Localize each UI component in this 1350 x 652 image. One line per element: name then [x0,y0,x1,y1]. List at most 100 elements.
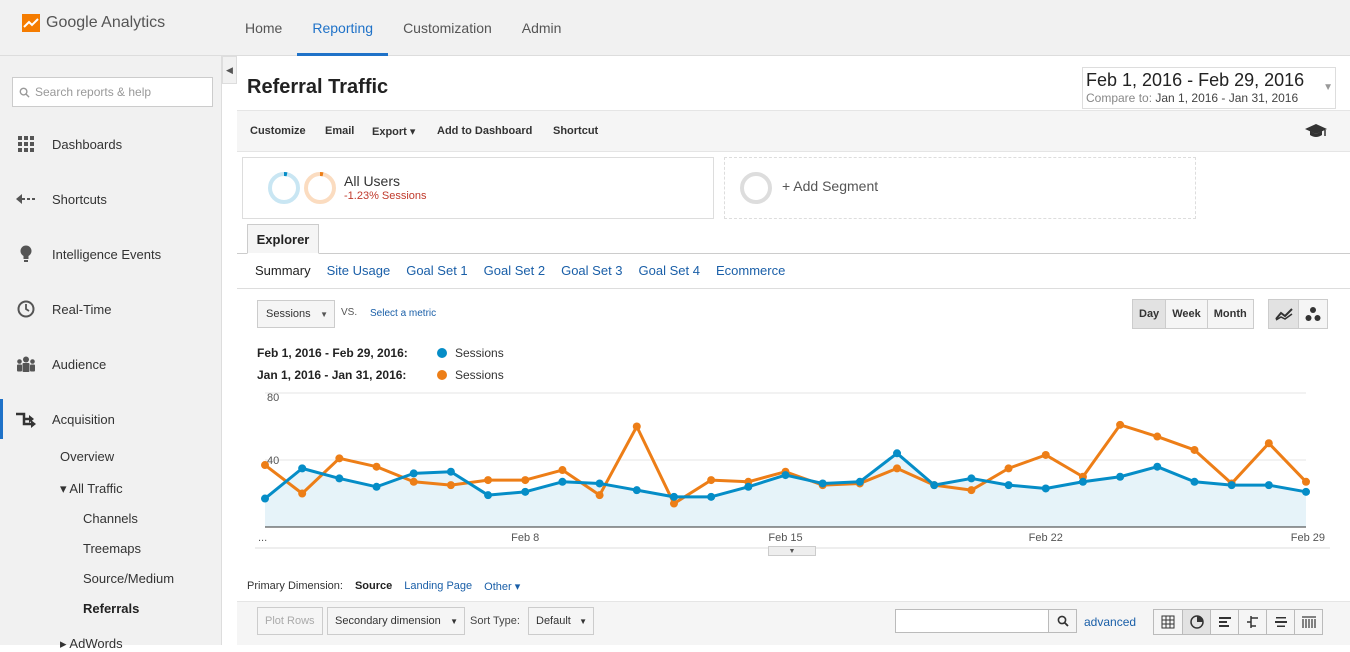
grid-icon [0,136,52,152]
table-view-term-cloud-icon[interactable] [1266,610,1294,634]
data-point [1041,450,1050,459]
data-point [707,492,716,501]
date-range-compare: Compare to: Jan 1, 2016 - Jan 31, 2016 [1086,91,1335,105]
sidebar-item-real-time[interactable]: Real-Time [0,289,222,329]
secondary-dimension-select[interactable]: Secondary dimension ▼ [327,607,465,635]
chevron-down-icon: ▼ [579,616,587,626]
tab-home[interactable]: Home [245,20,283,36]
sort-type-select[interactable]: Default ▼ [528,607,594,635]
people-icon [0,356,52,372]
data-point [707,476,716,485]
segment-all-users[interactable]: All Users -1.23% Sessions [242,157,714,219]
segment-change: -1.23% Sessions [344,190,427,202]
collapse-sidebar-button[interactable]: ◀ [222,56,237,84]
tab-explorer[interactable]: Explorer [247,224,319,254]
data-point [744,482,753,491]
sidebar-item-label: Real-Time [52,301,112,317]
data-point [855,477,864,486]
dimension-other[interactable]: Other ▾ [484,581,521,593]
search-icon [19,87,30,98]
legend-dot [437,370,447,380]
sidebar-sub-adwords[interactable]: ▸ AdWords [60,636,123,651]
tab-customization[interactable]: Customization [403,20,492,36]
search-button[interactable] [1048,610,1076,632]
graduation-cap-icon[interactable] [1305,123,1327,142]
search-input[interactable]: Search reports & help [12,77,213,107]
data-point [484,476,493,485]
table-view-pivot-icon[interactable] [1294,610,1322,634]
data-point [1227,481,1236,490]
metric-select[interactable]: Sessions ▼ [257,300,335,328]
tab-admin[interactable]: Admin [521,20,562,36]
subtab-site-usage[interactable]: Site Usage [326,263,391,278]
table-view-performance-icon[interactable] [1210,610,1238,634]
subtab-goal-set-4[interactable]: Goal Set 4 [638,263,700,278]
table-search [895,609,1077,633]
email-button[interactable]: Email [325,125,355,137]
sidebar-sub-treemaps[interactable]: Treemaps [83,541,142,556]
main-content: Referral Traffic Feb 1, 2016 - Feb 29, 2… [237,56,1350,645]
subtab-goal-set-2[interactable]: Goal Set 2 [483,263,546,278]
segment-placeholder-icon [740,172,772,204]
sidebar-sub-source-medium[interactable]: Source/Medium [83,571,175,586]
subtab-goal-set-1[interactable]: Goal Set 1 [406,263,468,278]
data-point [409,477,418,486]
add-segment-button[interactable]: + Add Segment [724,157,1196,219]
chevron-down-icon: ▼ [450,616,458,626]
app-name: Google Analytics [46,14,166,31]
subtab-goal-set-3[interactable]: Goal Set 3 [561,263,623,278]
sidebar-item-label: Intelligence Events [52,246,162,262]
google-analytics-logo[interactable]: Google Analytics [22,14,165,32]
sidebar-item-dashboards[interactable]: Dashboards [0,124,222,164]
table-search-input[interactable] [896,610,1048,632]
advanced-filter-link[interactable]: advanced [1084,615,1137,629]
data-point [893,464,902,473]
data-point [484,491,493,500]
plot-rows-button[interactable]: Plot Rows [257,607,323,635]
dimension-landing-page[interactable]: Landing Page [404,580,473,592]
data-point [1004,481,1013,490]
chart-collapse-toggle[interactable]: ▼ [768,546,816,556]
sidebar-item-audience[interactable]: Audience [0,344,222,384]
add-to-dashboard-button[interactable]: Add to Dashboard [437,125,533,137]
line-chart-icon[interactable] [1269,300,1298,328]
data-point [930,481,939,490]
sessions-line-chart: 80 40... Feb 8 Feb 15 Feb 22 Feb 29 [255,392,1330,549]
sidebar-sub-overview[interactable]: Overview [60,449,115,464]
table-view-comparison-icon[interactable] [1238,610,1266,634]
sidebar-item-intelligence-events[interactable]: Intelligence Events [0,234,222,274]
search-placeholder: Search reports & help [35,85,152,99]
sidebar-sub-referrals[interactable]: Referrals [83,601,140,616]
tab-reporting[interactable]: Reporting [297,0,389,56]
period-toggle: Day Week Month [1132,299,1254,329]
export-button[interactable]: Export ▾ [372,126,416,138]
period-week-button[interactable]: Week [1165,300,1207,328]
data-point [967,474,976,483]
x-tick-label: Feb 15 [768,532,802,544]
metric-value: Sessions [266,308,311,320]
sidebar-sub-channels[interactable]: Channels [83,511,138,526]
customize-button[interactable]: Customize [250,125,306,137]
report-toolbar: Customize Email Export ▾ Add to Dashboar… [237,110,1350,152]
data-point [1190,445,1199,454]
period-day-button[interactable]: Day [1133,300,1166,328]
subtab-summary[interactable]: Summary [255,263,311,278]
x-tick-label: Feb 8 [511,532,539,544]
data-point [632,422,641,431]
sidebar-item-acquisition[interactable]: Acquisition [0,399,222,439]
sidebar-sub-all-traffic[interactable]: ▾ All Traffic [60,481,123,496]
clock-icon [0,300,52,318]
select-metric-link[interactable]: Select a metric [370,308,437,319]
subtab-ecommerce[interactable]: Ecommerce [715,263,786,278]
table-view-data-icon[interactable] [1154,610,1182,634]
table-view-percentage-icon[interactable] [1182,610,1210,634]
period-month-button[interactable]: Month [1206,300,1253,328]
shortcut-button[interactable]: Shortcut [553,125,599,137]
motion-chart-icon[interactable] [1298,300,1327,328]
data-point [261,494,269,503]
legend-date: Feb 1, 2016 - Feb 29, 2016: [257,346,408,360]
date-range-picker[interactable]: Feb 1, 2016 - Feb 29, 2016 Compare to: J… [1082,67,1336,109]
data-point [409,469,418,478]
sidebar-item-shortcuts[interactable]: Shortcuts [0,179,222,219]
dimension-source[interactable]: Source [354,580,393,592]
